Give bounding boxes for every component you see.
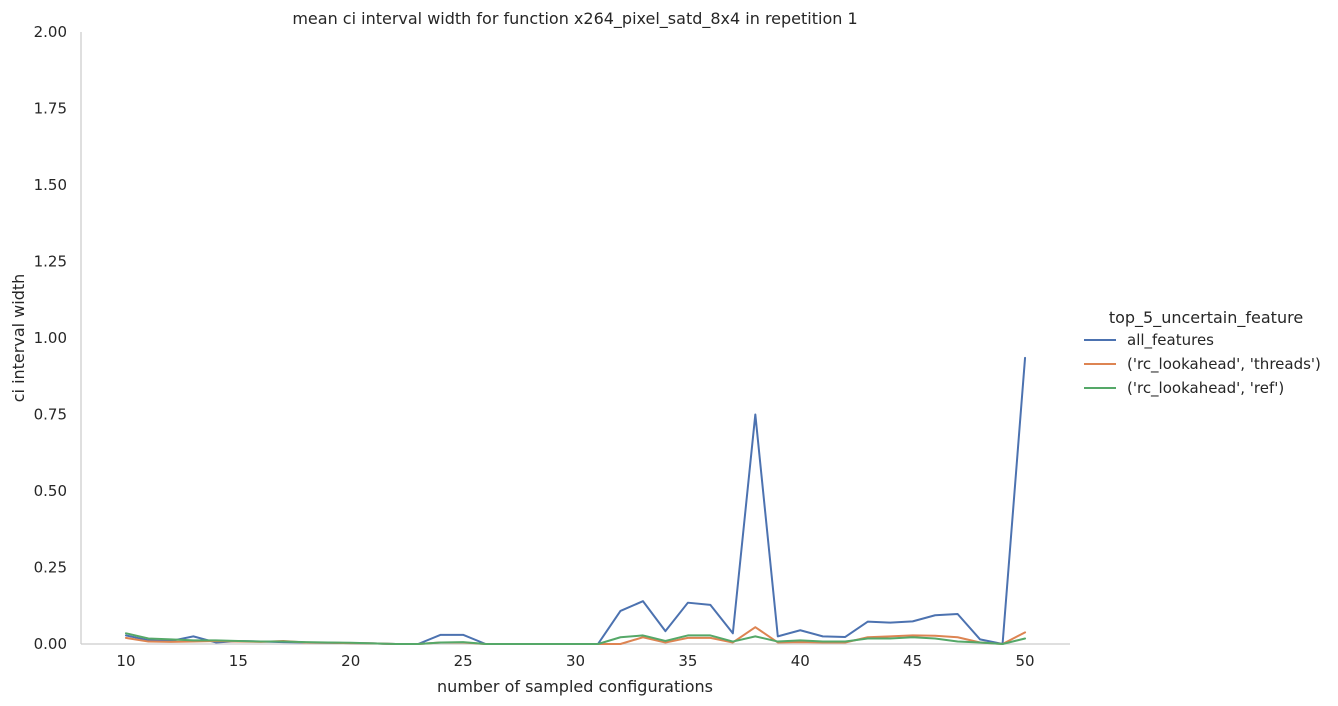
x-tick-label: 45	[903, 652, 922, 670]
legend-label-3: ('rc_lookahead', 'ref')	[1127, 379, 1284, 398]
y-tick-label: 1.00	[34, 329, 67, 347]
y-tick-label: 0.50	[34, 482, 67, 500]
x-tick-label: 50	[1015, 652, 1034, 670]
y-tick-label: 1.50	[34, 176, 67, 194]
y-tick-label: 0.75	[34, 406, 67, 424]
x-tick-label: 25	[454, 652, 473, 670]
legend: top_5_uncertain_feature all_features ('rc…	[1084, 308, 1321, 398]
y-tick-label: 0.25	[34, 559, 67, 577]
series-line-3	[124, 632, 1027, 645]
y-tick-label: 1.75	[34, 100, 67, 118]
chart-title: mean ci interval width for function x264…	[292, 9, 857, 29]
plot-area: 0.00 0.25 0.50 0.75 1.00 1.25 1.50 1.75 2.00 10 15…	[34, 23, 1070, 670]
series-line-1	[124, 356, 1027, 645]
x-axis-label: number of sampled configurations	[437, 677, 713, 696]
y-tick-label: 0.00	[34, 635, 67, 653]
legend-label-1: all_features	[1127, 331, 1214, 350]
legend-title: top_5_uncertain_feature	[1109, 308, 1303, 328]
y-tick-label: 2.00	[34, 23, 67, 41]
legend-label-2: ('rc_lookahead', 'threads')	[1127, 355, 1321, 374]
x-tick-label: 15	[229, 652, 248, 670]
x-tick-label: 20	[341, 652, 360, 670]
x-tick-label: 30	[566, 652, 585, 670]
y-tick-label: 1.25	[34, 253, 67, 271]
x-tick-label: 40	[791, 652, 810, 670]
x-tick-label: 35	[678, 652, 697, 670]
x-tick-label: 10	[116, 652, 135, 670]
y-axis-label: ci interval width	[9, 274, 28, 403]
